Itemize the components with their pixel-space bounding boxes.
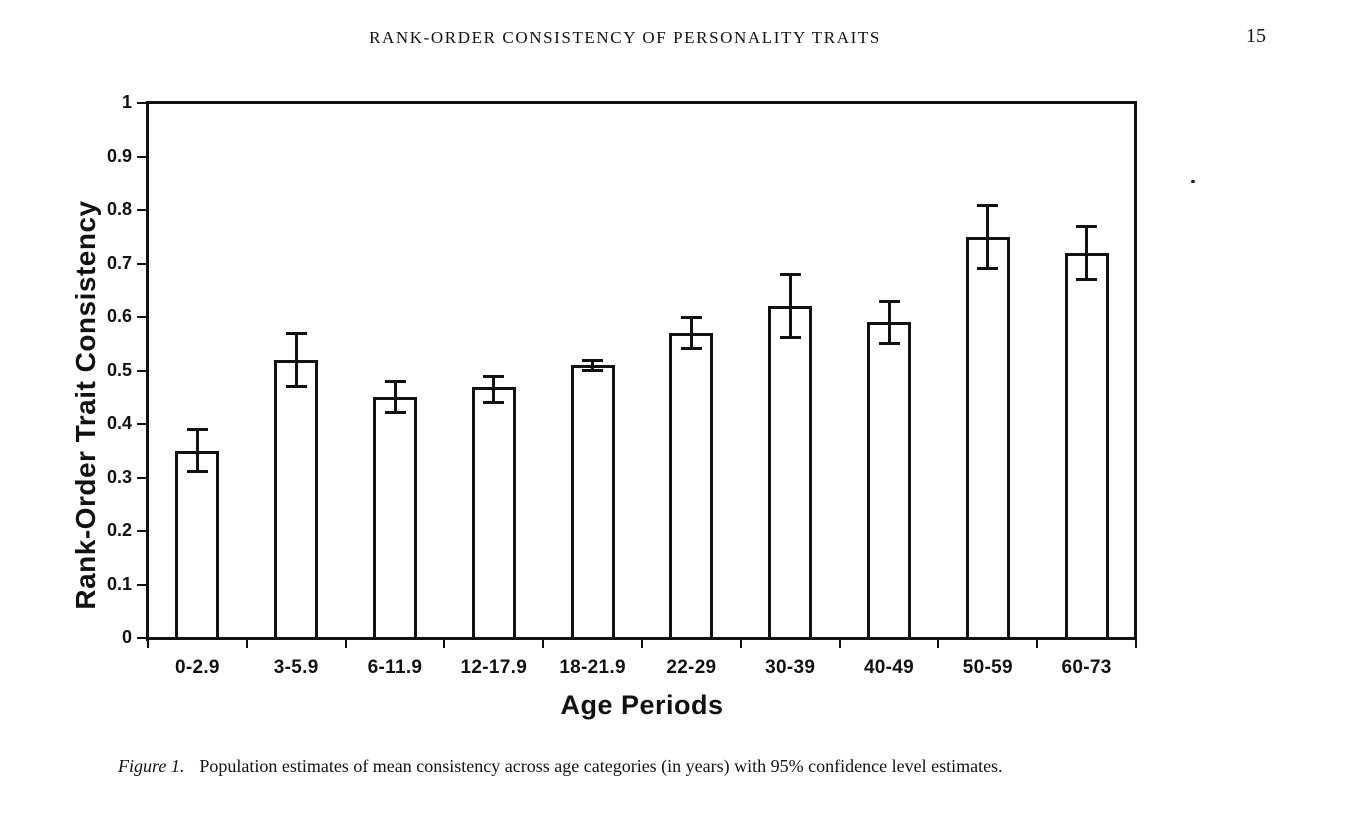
y-axis-tick [137,102,146,104]
error-bar-line [393,381,397,414]
error-bar-line [492,375,496,403]
x-axis-category-label: 22-29 [666,657,717,678]
error-bar-cap-bottom [680,347,702,351]
error-bar-line [195,429,199,473]
x-axis-tick [838,640,841,648]
x-axis-category-label: 12-17.9 [460,657,528,678]
error-bar-line [1085,226,1089,280]
error-bar-cap-top [186,428,208,432]
x-axis-tick [1135,640,1137,648]
error-bar-cap-bottom [779,336,801,340]
y-axis-tick-label: 0.1 [106,573,132,594]
x-axis-category-label: 6-11.9 [367,657,423,678]
x-axis-tick [245,640,248,648]
chart-bar [867,322,911,640]
y-axis-tick [137,637,146,639]
y-axis-tick [137,476,146,479]
error-bar-cap-top [483,374,505,378]
y-axis-tick-label: 0.4 [106,413,132,433]
chart-bar [471,386,516,640]
error-bar-cap-bottom [582,368,604,372]
error-bar-cap-top [384,380,406,384]
error-bar-cap-bottom [285,384,307,388]
x-axis-category-label: 3-5.9 [273,657,319,678]
page-number: 15 [1246,25,1266,47]
chart-bar [965,236,1010,640]
x-axis-category-label: 50-59 [962,657,1013,678]
error-bar-cap-top [1076,225,1098,229]
y-axis-tick [137,316,146,318]
x-axis-tick [443,640,446,648]
chart-bar [768,306,813,640]
y-axis-tick-label: 0.9 [106,145,132,166]
error-bar-line [294,333,298,387]
error-bar-cap-bottom [186,470,208,474]
running-head: RANK-ORDER CONSISTENCY OF PERSONALITY TR… [369,28,881,47]
y-axis-tick [137,423,146,425]
y-axis-tick-label: 0.6 [106,306,132,326]
chart-bar [274,359,319,640]
chart-bar [1064,252,1109,640]
x-axis-category-label: 0-2.9 [174,657,220,678]
figure-caption-text: Population estimates of mean consistency… [199,756,1003,776]
y-axis-line [146,102,149,641]
plot-box-top-border [146,101,1137,104]
y-axis-tick-label: 0.7 [106,252,132,273]
x-axis-line [146,637,1137,640]
chart-bar [570,365,615,640]
y-axis-tick [137,209,146,211]
y-axis-tick [137,369,146,372]
x-axis-category-label: 18-21.9 [559,657,626,678]
scan-artifact-dot [1191,180,1195,183]
x-axis-tick [739,640,742,648]
error-bar-line [788,274,792,339]
x-axis-tick [937,640,940,648]
x-axis-tick [542,640,545,648]
error-bar-cap-bottom [878,341,900,345]
x-axis-tick [344,640,347,648]
error-bar-cap-bottom [977,266,999,270]
error-bar-cap-top [582,358,604,362]
x-axis-category-label: 30-39 [765,657,816,678]
y-axis-tick [137,530,146,532]
error-bar-cap-top [878,299,900,303]
error-bar-line [689,317,693,350]
error-bar-line [591,359,595,371]
x-axis-tick [641,640,643,648]
y-axis-tick [137,155,146,158]
figure-caption-label: Figure 1. [118,756,185,776]
error-bar-cap-bottom [1076,277,1098,281]
y-axis-tick-label: 0.2 [106,520,132,540]
y-axis-tick [137,583,146,586]
figure-caption: Figure 1. Population estimates of mean co… [118,753,1118,779]
x-axis-tick [147,640,149,648]
x-axis-category-label: 60-73 [1061,657,1112,678]
error-bar-cap-top [285,332,307,336]
chart-bar [175,450,220,640]
x-axis-title: Age Periods [560,690,724,720]
plot-box-right-border [1134,101,1137,640]
y-axis-tick [137,262,146,265]
error-bar-line [887,300,891,344]
y-axis-tick-label: 1 [121,92,132,112]
chart-bar [669,333,714,640]
error-bar-line [986,204,990,269]
error-bar-cap-top [680,316,702,319]
y-axis-tick-label: 0.5 [106,359,132,380]
error-bar-cap-top [779,273,801,277]
y-axis-tick-label: 0 [121,627,132,647]
y-axis-tick-label: 0.3 [106,466,132,487]
x-axis-category-label: 40-49 [863,657,915,678]
chart-bar [373,397,417,640]
error-bar-cap-top [977,203,999,207]
x-axis-tick [1036,640,1039,648]
error-bar-cap-bottom [483,400,505,404]
error-bar-cap-bottom [384,411,406,415]
y-axis-tick-label: 0.8 [106,199,132,219]
